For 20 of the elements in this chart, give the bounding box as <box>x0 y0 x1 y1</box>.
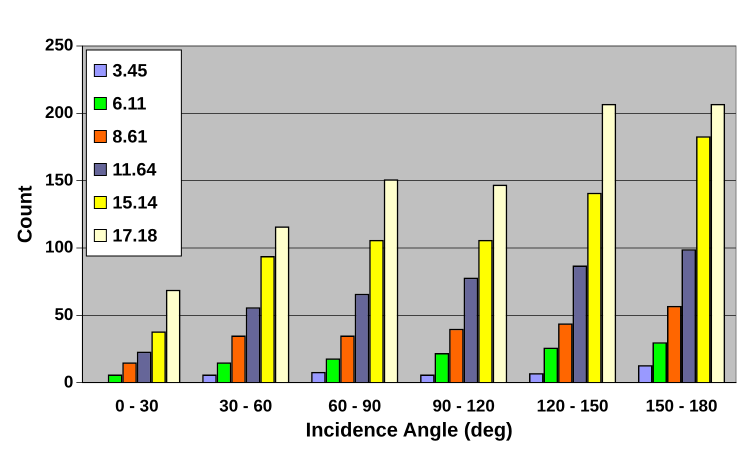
legend-label: 8.61 <box>112 126 148 146</box>
y-tick-label: 50 <box>54 304 74 324</box>
legend-label: 15.14 <box>112 192 158 212</box>
x-tick-label: 0 - 30 <box>115 396 159 416</box>
x-tick-label: 120 - 150 <box>536 396 609 416</box>
x-tick-label: 150 - 180 <box>646 396 718 416</box>
y-tick-label: 250 <box>44 36 74 55</box>
legend-label: 3.45 <box>112 60 148 80</box>
x-tick-label: 90 - 120 <box>432 396 495 416</box>
y-tick-label: 200 <box>44 103 74 122</box>
x-tick-label: 60 - 90 <box>328 396 382 416</box>
x-tick-label: 30 - 60 <box>219 396 272 416</box>
legend-label: 17.18 <box>112 225 158 246</box>
legend-label: 11.64 <box>112 159 156 180</box>
x-axis-title: Incidence Angle (deg) <box>306 420 513 442</box>
y-tick-label: 100 <box>44 238 74 257</box>
legend-label: 6.11 <box>112 93 146 114</box>
y-tick-label: 150 <box>44 170 74 190</box>
y-axis-title: Count <box>14 185 37 244</box>
y-tick-label: 0 <box>64 372 74 392</box>
